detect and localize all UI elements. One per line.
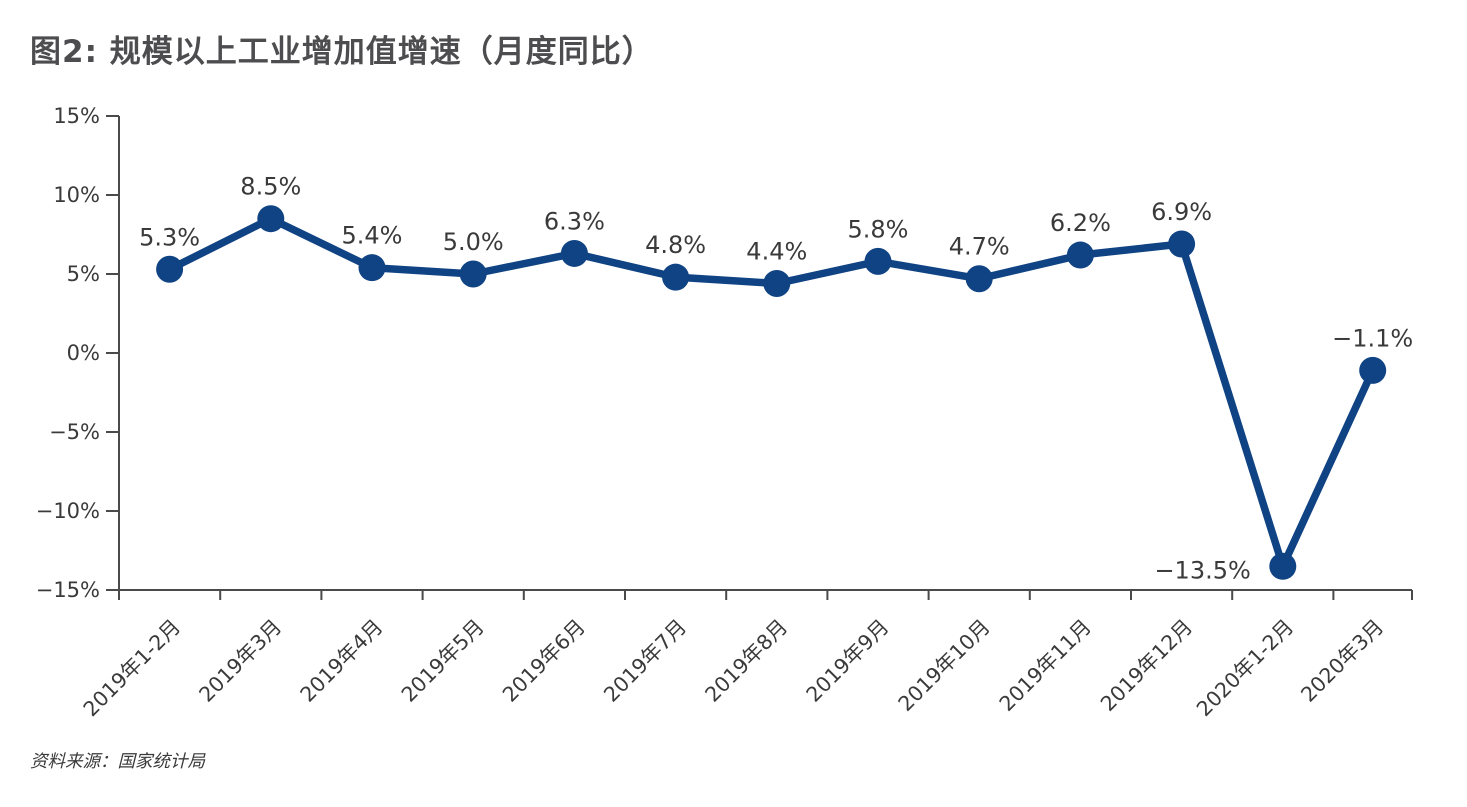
x-axis-label: 2019年5月 — [397, 615, 489, 707]
data-point — [156, 255, 184, 283]
data-point-label: 8.5% — [240, 173, 301, 201]
data-point — [1359, 356, 1387, 384]
x-axis-label: 2019年7月 — [599, 615, 691, 707]
data-point-label: −1.1% — [1332, 324, 1413, 352]
data-point-label: 5.8% — [848, 215, 909, 243]
x-axis-label: 2019年4月 — [295, 615, 387, 707]
data-point-label: 5.3% — [139, 223, 200, 251]
chart-title: 图2: 规模以上工业增加值增速（月度同比） — [30, 34, 654, 70]
y-tick-label: 0% — [67, 341, 100, 365]
data-point-label: 4.7% — [949, 233, 1010, 261]
x-axis-label: 2020年1-2月 — [1192, 615, 1299, 722]
y-tick-label: 10% — [53, 183, 100, 207]
x-axis-label: 2019年11月 — [995, 615, 1096, 716]
x-axis-label: 2020年3月 — [1296, 615, 1388, 707]
data-point-label: 4.8% — [645, 231, 706, 259]
data-point — [1168, 230, 1196, 258]
data-point-label: 6.9% — [1151, 198, 1212, 226]
data-point-label: −13.5% — [1154, 556, 1250, 584]
x-axis-label: 2019年3月 — [194, 615, 286, 707]
data-point-label: 6.3% — [544, 207, 605, 235]
y-tick-label: −5% — [49, 420, 100, 444]
data-point — [459, 260, 487, 288]
data-point — [257, 205, 285, 233]
data-point-label: 4.4% — [746, 237, 807, 265]
data-point — [864, 247, 892, 275]
data-point-label: 5.0% — [443, 228, 504, 256]
x-axis-label: 2019年8月 — [700, 615, 792, 707]
data-point — [965, 265, 993, 293]
x-axis-label: 2019年1-2月 — [79, 615, 186, 722]
data-point — [1066, 241, 1094, 269]
x-axis-label: 2019年9月 — [801, 615, 893, 707]
data-line — [165, 214, 1377, 571]
y-tick-label: −15% — [36, 578, 100, 602]
source-note: 资料来源：国家统计局 — [30, 752, 205, 772]
data-point — [662, 263, 690, 291]
data-point — [358, 254, 386, 282]
data-point — [1269, 552, 1297, 580]
data-point — [560, 239, 588, 267]
y-tick-label: 15% — [53, 104, 100, 128]
data-point-label: 6.2% — [1050, 209, 1111, 237]
y-tick-label: 5% — [67, 262, 100, 286]
data-point — [763, 269, 791, 297]
x-axis-label: 2019年10月 — [893, 615, 994, 716]
x-axis-label: 2019年12月 — [1096, 615, 1197, 716]
data-point-label: 5.4% — [342, 222, 403, 250]
y-tick-label: −10% — [36, 499, 100, 523]
x-axis-label: 2019年6月 — [498, 615, 590, 707]
